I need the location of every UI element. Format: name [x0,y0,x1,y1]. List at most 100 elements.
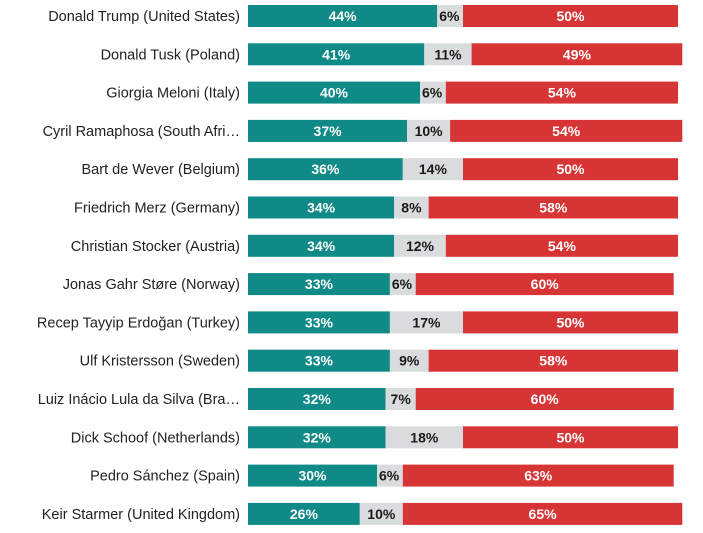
value-label-positive: 32% [303,391,332,407]
value-label-neutral: 6% [422,85,443,101]
bar-segment-positive [248,502,360,525]
value-label-negative: 50% [556,429,585,445]
category-label: Dick Schoof (Netherlands) [71,430,240,446]
value-label-neutral: 6% [392,276,413,292]
bar-segment-neutral [359,502,403,525]
category-label: Donald Tusk (Poland) [101,47,240,63]
bar-segment-negative [428,349,678,372]
value-label-negative: 54% [552,123,581,139]
value-label-positive: 40% [320,85,349,101]
bar-segment-negative [402,502,683,525]
value-label-positive: 32% [303,429,332,445]
bar-segment-negative [445,234,678,257]
bar-segment-positive [248,158,403,181]
bar-segment-neutral [377,464,403,487]
bar-segment-negative [415,273,674,296]
category-label: Cyril Ramaphosa (South Afri… [43,124,240,140]
bar-segment-positive [248,196,395,219]
bar-segment-positive [248,426,386,449]
value-label-positive: 26% [290,506,319,522]
value-label-neutral: 11% [434,46,462,62]
value-label-positive: 41% [322,46,351,62]
value-label-negative: 50% [556,314,585,330]
value-label-positive: 37% [314,123,343,139]
category-label: Giorgia Meloni (Italy) [106,86,240,102]
category-label: Pedro Sánchez (Spain) [90,469,240,485]
value-label-positive: 34% [307,200,336,216]
bar-segment-neutral [385,426,463,449]
value-label-neutral: 17% [412,314,441,330]
bar-segment-neutral [394,234,446,257]
bar-segment-positive [248,349,390,372]
value-label-positive: 36% [311,161,340,177]
bar-segment-negative [450,119,683,142]
value-label-neutral: 18% [410,429,439,445]
category-label: Recep Tayyip Erdoğan (Turkey) [37,315,240,331]
bar-segment-negative [428,196,678,219]
value-label-neutral: 12% [406,238,435,254]
bar-segment-positive [248,388,386,410]
bar-segment-neutral [407,119,451,142]
category-label: Bart de Wever (Belgium) [82,162,240,178]
category-label: Donald Trump (United States) [48,9,240,25]
value-label-negative: 49% [563,46,592,62]
bar-segment-neutral [385,388,416,410]
value-label-neutral: 6% [379,468,400,484]
row-labels: Donald Trump (United States) Donald Tusk … [37,9,240,523]
value-label-negative: 58% [539,200,568,216]
category-label: Christian Stocker (Austria) [71,239,240,255]
value-label-neutral: 10% [367,506,396,522]
value-label-positive: 44% [329,8,358,24]
value-label-neutral: 6% [439,8,460,24]
bar-segment-positive [248,5,438,27]
bar-segment-neutral [389,311,463,334]
value-label-positive: 30% [298,468,327,484]
bar-segment-neutral [394,196,429,219]
value-label-negative: 50% [556,161,585,177]
value-labels: 44% 6% 50% 41% 11% 49% 40% 6% 54% 37% 10% 54% 36% 14%… [290,8,592,522]
bar-segment-negative [463,5,678,27]
value-label-positive: 33% [305,353,334,369]
category-label: Jonas Gahr Støre (Norway) [63,277,240,293]
bar-segment-positive [248,273,390,296]
bar-segment-positive [248,234,395,257]
value-label-negative: 63% [524,468,553,484]
value-label-neutral: 10% [415,123,444,139]
bar-segment-negative [415,388,674,410]
value-label-positive: 34% [307,238,336,254]
category-label: Ulf Kristersson (Sweden) [80,354,240,370]
bar-segment-positive [248,81,420,104]
bars [248,5,683,525]
bar-segment-negative [463,426,678,449]
value-label-neutral: 7% [391,391,412,407]
value-label-negative: 65% [529,506,558,522]
bar-segment-neutral [420,81,446,104]
category-label: Luiz Inácio Lula da Silva (Bra… [38,392,240,408]
value-label-positive: 33% [305,276,334,292]
bar-segment-positive [248,43,425,66]
value-label-negative: 60% [531,276,560,292]
value-label-neutral: 8% [401,200,422,216]
value-label-negative: 60% [531,391,560,407]
bar-segment-negative [463,158,678,181]
value-label-negative: 58% [539,353,568,369]
bar-segment-negative [463,311,678,334]
bar-segment-negative [402,464,674,487]
value-label-neutral: 9% [399,353,420,369]
category-label: Friedrich Merz (Germany) [74,201,240,217]
value-label-negative: 50% [556,8,585,24]
bar-segment-neutral [424,43,472,66]
bar-segment-positive [248,464,377,487]
bar-segment-neutral [389,273,416,296]
bar-segment-negative [471,43,683,66]
category-label: Keir Starmer (United Kingdom) [42,507,240,523]
value-label-negative: 54% [548,85,577,101]
value-label-positive: 33% [305,314,334,330]
bar-segment-positive [248,119,408,142]
bar-segment-negative [445,81,678,104]
value-label-neutral: 14% [419,161,448,177]
bar-segment-neutral [389,349,429,372]
value-label-negative: 54% [548,238,577,254]
bar-segment-positive [248,311,390,334]
